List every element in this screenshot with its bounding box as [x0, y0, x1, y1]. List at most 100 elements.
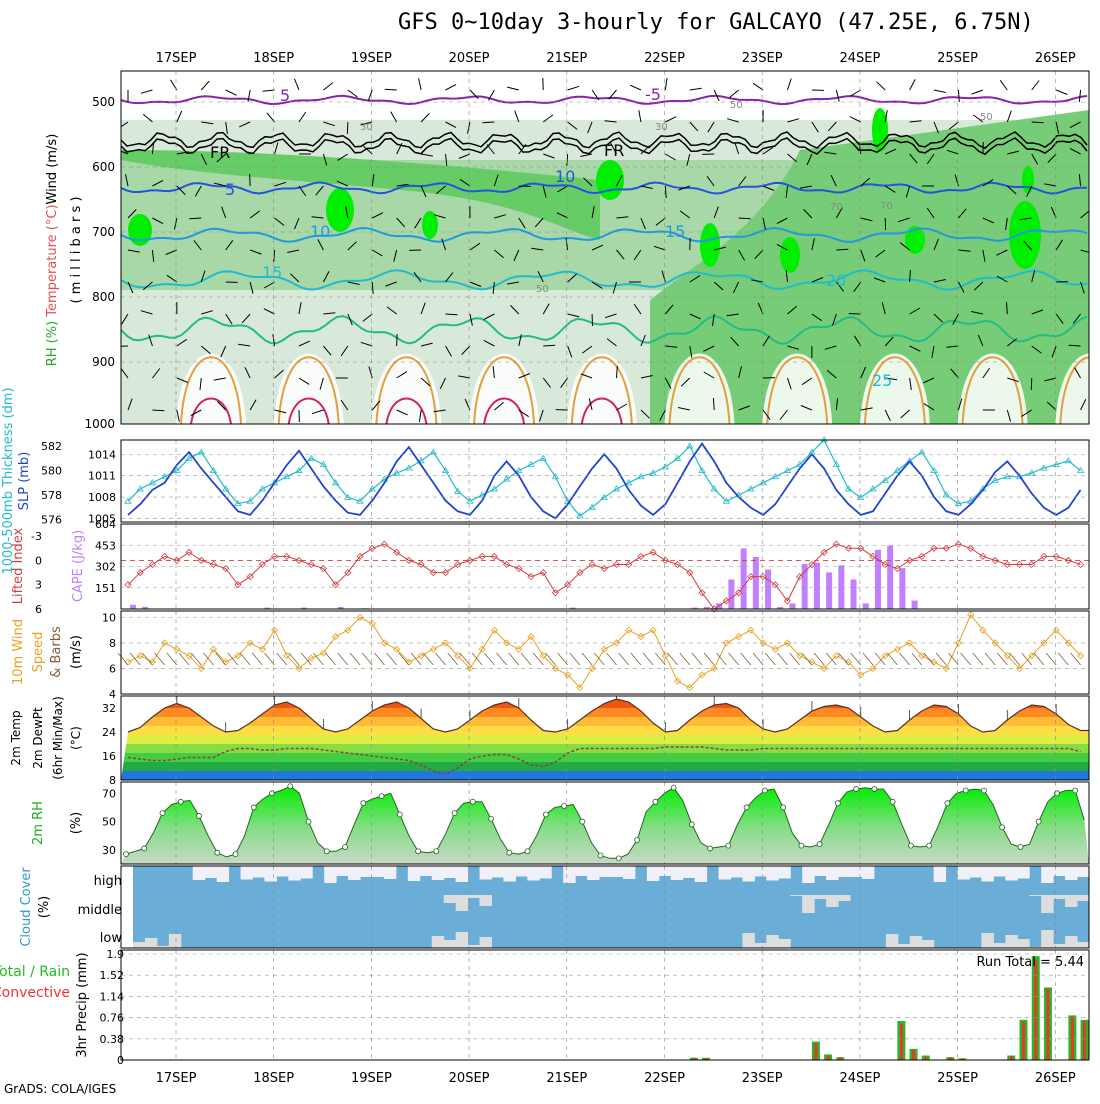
wind-barb-75: [1034, 653, 1044, 665]
top-day-label-8: 25SEP: [937, 51, 978, 66]
wind-panel: [118, 612, 1084, 691]
temp-ylabel-1: 2m DewPt: [31, 707, 45, 769]
cape-tick-2: 302: [95, 561, 116, 574]
cloud-high-57: [814, 866, 826, 876]
isotherm-label-8: 15: [262, 263, 282, 282]
rh-point-14: [251, 805, 256, 810]
cloud-high-12: [276, 866, 288, 877]
temp-tick-3: 8: [109, 774, 116, 787]
top-day-label-9: 26SEP: [1035, 51, 1076, 66]
cape-bar-62: [887, 546, 893, 609]
cloud-high-10: [253, 866, 265, 878]
cloud-high-56: [802, 866, 814, 883]
cloud-high-59: [838, 866, 850, 877]
cloud-high-13: [288, 866, 300, 881]
rh-point-80: [854, 787, 859, 792]
cloud-high-69: [958, 866, 970, 880]
thickness-tick-2: 578: [41, 489, 62, 502]
rh-point-8: [197, 813, 202, 818]
cloud-high-61: [862, 866, 874, 879]
cloud-high-41: [623, 866, 635, 879]
cape-bar-59: [851, 579, 857, 609]
cloud-high-30: [492, 866, 504, 878]
rh-point-4: [160, 811, 165, 816]
slp-line: [128, 444, 1081, 519]
rh-point-0: [124, 852, 129, 857]
wind-barb-47: [692, 653, 702, 665]
cloud-level-1: middle: [78, 903, 122, 918]
wind-barb-52: [753, 653, 763, 665]
wind-barb-25: [423, 653, 433, 665]
wind-barb-63: [887, 653, 897, 665]
cloud-high-16: [324, 866, 336, 883]
wind-barb-24: [411, 653, 421, 665]
rh-point-22: [324, 849, 329, 854]
cloud-high-58: [826, 866, 838, 880]
wind-label-part: Wind (m/s): [45, 134, 60, 205]
bottom-day-label-2: 19SEP: [351, 1071, 392, 1086]
top-day-label-1: 18SEP: [253, 51, 294, 66]
precip-conv-bar-15: [1083, 1021, 1086, 1060]
wind-barb-36: [558, 653, 568, 665]
rh-label-3: 50: [730, 100, 743, 111]
top-day-label-7: 24SEP: [839, 51, 880, 66]
cape-bar-52: [765, 570, 771, 609]
cloud-mid-79: [1077, 895, 1089, 901]
rh-point-50: [580, 819, 585, 824]
cloud-high-36: [563, 866, 575, 883]
cloud-high-24: [420, 866, 432, 876]
wind-barb-54: [777, 653, 787, 665]
cloud-low-26: [444, 940, 456, 948]
cloud-high-43: [647, 866, 659, 881]
rh-blob-4: [700, 223, 720, 267]
wind-tick-1: 8: [109, 637, 116, 650]
rh-point-32: [416, 849, 421, 854]
temp-clip: [121, 689, 1100, 780]
wind-barb-67: [936, 653, 946, 665]
cloud-high-73: [1005, 866, 1017, 881]
wind-barb-74: [1022, 653, 1032, 665]
bottom-day-label-0: 17SEP: [156, 1071, 197, 1086]
cloud-high-11: [264, 866, 276, 882]
rh-ylabel: 2m RH: [31, 801, 46, 845]
cloud-level-2: low: [100, 931, 123, 946]
li-tick-2: 3: [35, 579, 42, 592]
cloud-high-19: [360, 866, 372, 877]
slp-tick-1: 1011: [88, 470, 116, 483]
temp-band-2: [121, 753, 1089, 762]
rh-label-0: 30: [360, 122, 373, 133]
rh-point-42: [507, 850, 512, 855]
wind-barb-9: [228, 653, 238, 665]
wind-frame: [121, 611, 1089, 694]
isotherm-label-10: 25: [872, 371, 892, 390]
cloud-mid-27: [456, 895, 468, 911]
rh-point-66: [726, 843, 731, 848]
wind-barb-68: [948, 653, 958, 665]
rh-point-104: [1073, 788, 1078, 793]
rh-label-6: 70: [830, 202, 843, 213]
thickness-line: [128, 440, 1081, 516]
wind-barb-0: [118, 653, 128, 665]
rh-point-78: [835, 801, 840, 806]
cloud-mid-58: [826, 895, 838, 907]
cloud-high-9: [241, 866, 253, 880]
upper-ytick-2: 700: [92, 225, 115, 239]
cloud-high-45: [671, 866, 683, 880]
wind-barb-11: [252, 653, 262, 665]
rh-blob-8: [1009, 201, 1041, 269]
cloud-high-72: [993, 866, 1005, 877]
slp-tick-2: 1008: [88, 491, 116, 504]
slp-tick-0: 1014: [88, 448, 116, 461]
top-day-label-5: 22SEP: [644, 51, 685, 66]
cloud-high-54: [778, 866, 790, 879]
cloud-high-70: [970, 866, 982, 878]
cloud-low-27: [456, 932, 468, 948]
cloud-low-78: [1065, 936, 1077, 948]
wind-barb-42: [631, 653, 641, 665]
rh-yunit: (%): [69, 812, 84, 835]
temp-ylabel-0: 2m Temp: [9, 710, 23, 765]
rh-label-4: 50: [980, 112, 993, 123]
cloud-mid-29: [480, 895, 492, 906]
